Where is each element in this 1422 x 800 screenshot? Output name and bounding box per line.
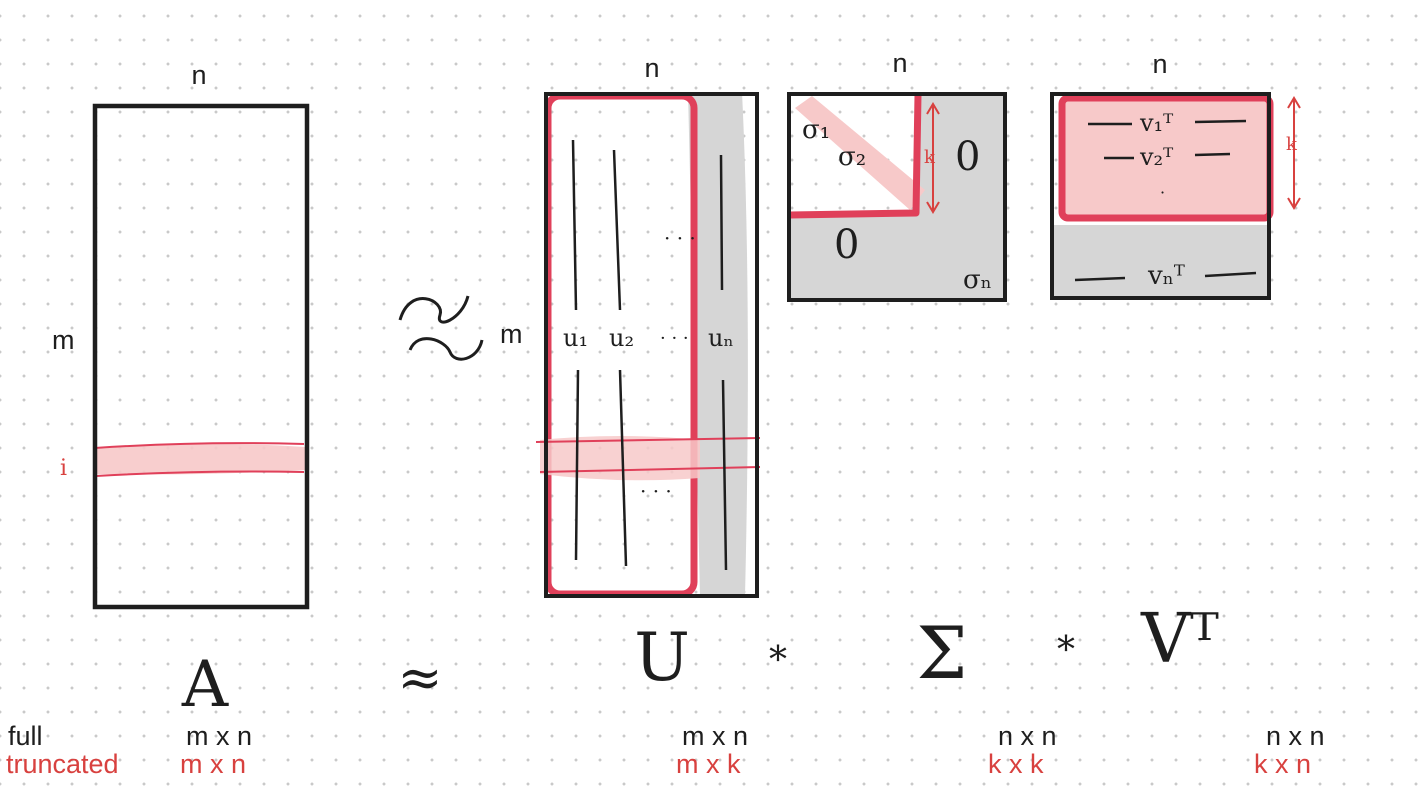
dims-truncated-label: truncated xyxy=(6,749,119,779)
approx-squiggle-top xyxy=(398,295,470,324)
matrix-a-row-top-line xyxy=(94,442,305,449)
matrix-vt-k-label: k xyxy=(1286,134,1298,155)
matrix-sigma-k-label: k xyxy=(924,147,936,168)
matrix-vt-row-vn-left xyxy=(1074,276,1126,282)
matrix-u: n m · · · · · · u₁ u₂ · · · uₙ U xyxy=(500,53,761,696)
matrix-u-discarded-shade xyxy=(688,92,748,596)
matrix-a: n m i A xyxy=(52,60,310,722)
matrix-u-outline xyxy=(544,92,759,598)
approx-squiggle-bottom xyxy=(408,337,484,361)
matrix-vt-row-v2-right xyxy=(1194,152,1231,157)
matrix-vt: n v₁ᵀ v₂ᵀ · vₙᵀ k Vᵀ xyxy=(1050,49,1301,679)
matrix-vt-row-vn-right xyxy=(1204,271,1257,278)
approx-sign: ≈ xyxy=(397,295,484,709)
matrix-sigma-truncated-boundary xyxy=(789,94,922,219)
dims-full-label: full xyxy=(8,721,43,751)
matrix-sigma-symbol: Σ xyxy=(917,611,968,695)
dims-vt-truncated: k x n xyxy=(1254,749,1311,779)
matrix-u-label-u1: u₁ xyxy=(563,324,588,352)
matrix-sigma-outline xyxy=(787,92,1007,302)
dims-vt-full: n x n xyxy=(1266,721,1325,751)
matrix-a-top-label: n xyxy=(191,60,206,90)
times-symbol-1: * xyxy=(769,640,787,681)
matrix-sigma-zero-top: 0 xyxy=(955,134,980,180)
matrix-vt-k-arrowheads xyxy=(1287,96,1301,210)
dims-u-truncated: m x k xyxy=(676,749,741,779)
matrix-vt-symbol: Vᵀ xyxy=(1140,600,1219,679)
matrix-sigma-diagonal-highlight xyxy=(795,96,925,210)
dims-u-full: m x n xyxy=(682,721,748,751)
matrix-sigma-top-label: n xyxy=(892,48,907,78)
matrix-u-label-u2: u₂ xyxy=(609,324,634,352)
matrix-u-side-label: m xyxy=(500,319,523,349)
dims-sigma-truncated: k x k xyxy=(988,749,1044,779)
matrix-vt-label-vn: vₙᵀ xyxy=(1147,261,1185,291)
matrix-sigma: n k σ₁ σ₂ 0 0 σₙ Σ xyxy=(787,48,1007,695)
matrix-u-dots-mid: · · · xyxy=(664,226,696,250)
matrix-vt-row-v1-right xyxy=(1194,119,1247,124)
matrix-a-row-highlight xyxy=(95,443,305,475)
matrix-sigma-sigma1: σ₁ xyxy=(802,115,830,145)
matrix-u-dots-low: · · · xyxy=(640,479,672,503)
matrix-a-row-label: i xyxy=(60,456,67,481)
dims-a-full: m x n xyxy=(186,721,252,751)
matrix-u-column-u2 xyxy=(612,149,628,567)
matrix-vt-outline xyxy=(1050,92,1271,300)
matrix-sigma-sigma2: σ₂ xyxy=(838,142,866,172)
matrix-sigma-zero-bottom: 0 xyxy=(834,222,859,268)
matrix-a-outline xyxy=(92,103,310,610)
times-symbol-2: * xyxy=(1057,630,1075,671)
matrix-vt-top-label: n xyxy=(1152,49,1167,79)
matrix-u-row-highlight xyxy=(540,436,700,481)
matrix-vt-dots: · xyxy=(1160,183,1165,202)
matrix-u-label-dots: · · · xyxy=(660,328,689,349)
matrix-sigma-discarded-shade xyxy=(790,95,1005,300)
approx-symbol-bottom: ≈ xyxy=(397,646,442,709)
matrix-sigma-sigma-n: σₙ xyxy=(963,265,992,295)
dims-sigma-full: n x n xyxy=(998,721,1057,751)
matrix-u-top-label: n xyxy=(644,53,659,83)
matrix-u-symbol: U xyxy=(634,619,690,696)
matrix-sigma-k-arrowheads xyxy=(926,102,940,214)
matrix-vt-label-v1: v₁ᵀ xyxy=(1139,109,1173,137)
matrix-a-symbol: A xyxy=(181,648,229,722)
dims-a-truncated: m x n xyxy=(180,749,246,779)
matrix-u-label-un: uₙ xyxy=(708,324,734,352)
matrix-u-row-top-line xyxy=(535,437,761,443)
dimension-table: full truncated m x n m x n m x n m x k n… xyxy=(6,721,1325,779)
matrix-u-column-un xyxy=(719,154,728,571)
matrix-vt-label-v2: v₂ᵀ xyxy=(1139,143,1173,171)
matrix-u-column-u1 xyxy=(571,139,580,561)
matrix-a-row-bottom-line xyxy=(95,470,305,477)
matrix-a-side-label: m xyxy=(52,325,75,355)
